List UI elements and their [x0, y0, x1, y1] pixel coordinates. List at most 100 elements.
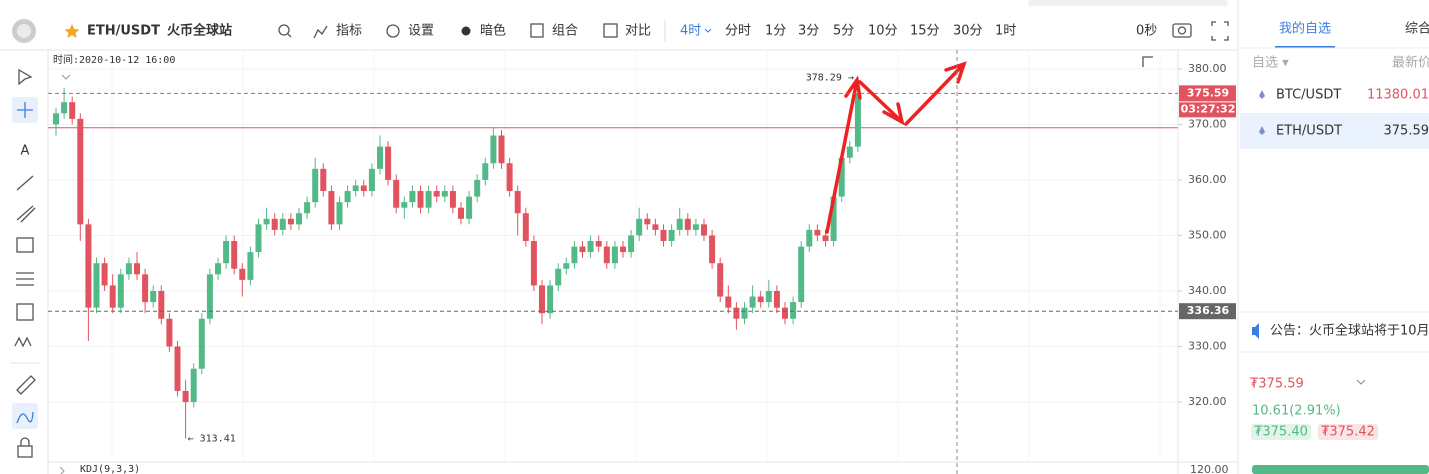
candle-body	[660, 229, 667, 242]
tool-ruler[interactable]	[16, 375, 36, 395]
candle-body	[109, 285, 116, 308]
compare-icon[interactable]	[603, 23, 618, 38]
price-box	[1179, 303, 1236, 320]
toolbar-item[interactable]: 对比	[625, 24, 651, 39]
tool-pointer[interactable]	[18, 68, 33, 86]
period[interactable]: 1分	[765, 24, 786, 39]
candle-body	[401, 202, 408, 208]
toolbar-item[interactable]: 暗色	[480, 23, 506, 39]
candle-body	[765, 290, 772, 303]
candle-body	[328, 191, 335, 225]
toolbar-item[interactable]: 组合	[552, 24, 578, 39]
period-caret	[704, 28, 712, 33]
tool-rect[interactable]	[16, 237, 34, 253]
coin-icon	[1259, 126, 1265, 135]
candle-body	[587, 241, 594, 253]
tool-text-icon[interactable]: A	[21, 144, 30, 159]
candle-body	[287, 218, 294, 225]
candle-body	[490, 135, 497, 164]
search-icon[interactable]	[278, 24, 290, 36]
candle-body	[514, 191, 521, 214]
period[interactable]: 10分	[868, 24, 898, 39]
candle-body	[304, 202, 311, 214]
candle-body	[417, 191, 424, 208]
coin-icon	[1259, 90, 1265, 99]
price-box-label: 375.59	[1187, 86, 1229, 99]
tab[interactable]: 综合	[1405, 22, 1429, 37]
tool-grid[interactable]	[16, 303, 34, 321]
fullscreen-icon[interactable]	[1211, 21, 1229, 41]
y-tick-label: 360.00	[1188, 173, 1227, 186]
tool-crosshair[interactable]	[17, 102, 33, 118]
row-symbol[interactable]: ETH/USDT	[1276, 124, 1342, 139]
toolbar-item[interactable]: 设置	[408, 24, 434, 39]
notice[interactable]: 公告：火币全球站将于10月	[1270, 323, 1429, 339]
period-active[interactable]: 4时	[680, 24, 701, 39]
exchange-name: 火币全球站	[167, 23, 232, 39]
candle-body	[547, 285, 554, 314]
collapse-caret[interactable]	[61, 74, 71, 80]
tool-lock[interactable]	[17, 445, 33, 458]
period[interactable]: 15分	[910, 24, 940, 39]
last-price: ₮375.59	[1250, 377, 1304, 392]
y-tick-label: 320.00	[1188, 395, 1227, 408]
candle-body	[377, 146, 383, 169]
candle-body	[393, 179, 400, 208]
candle-body	[498, 135, 505, 164]
candle-body	[571, 246, 578, 264]
candle-body	[433, 191, 440, 197]
tab-active[interactable]: 我的自选	[1279, 21, 1331, 37]
candle-body	[279, 218, 286, 230]
row-price: 11380.01	[1367, 88, 1429, 103]
buy-button[interactable]	[1252, 465, 1429, 474]
settings-icon[interactable]	[386, 24, 400, 38]
tool-wave[interactable]	[14, 336, 32, 348]
period[interactable]: 5分	[833, 24, 854, 39]
candle-body	[231, 241, 238, 269]
candle-body	[644, 218, 651, 225]
tool-line[interactable]	[16, 175, 34, 191]
screenshot-icon[interactable]	[1172, 23, 1192, 38]
high-label: 378.29 →	[806, 72, 854, 83]
price-caret[interactable]	[1356, 379, 1366, 385]
candle-body	[563, 263, 570, 269]
candle-body	[611, 246, 618, 264]
bid-badge	[1251, 424, 1311, 440]
candle-body	[344, 191, 351, 203]
candle-body	[579, 246, 586, 253]
candle-body	[846, 146, 853, 158]
period[interactable]: 分时	[725, 24, 751, 39]
candle-body	[676, 218, 683, 230]
period[interactable]: 30分	[953, 24, 983, 39]
search-box[interactable]	[1028, 0, 1228, 6]
candle-body	[692, 224, 699, 230]
tool-fib[interactable]	[16, 272, 34, 286]
tool-brush[interactable]	[16, 411, 34, 424]
theme-icon[interactable]	[461, 26, 471, 36]
price-box-label: 336.36	[1187, 304, 1230, 317]
candle-body	[620, 246, 626, 253]
candle-body	[125, 263, 132, 275]
favorite-star[interactable]	[64, 24, 80, 38]
period[interactable]: 3分	[798, 24, 819, 39]
y-tick-label: 380.00	[1188, 62, 1227, 75]
period[interactable]: 1时	[995, 24, 1016, 39]
row-symbol[interactable]: BTC/USDT	[1276, 88, 1341, 103]
candle-body	[239, 268, 246, 280]
candle-body	[134, 263, 140, 275]
row-selected[interactable]	[1240, 113, 1429, 149]
chart-expand[interactable]	[1142, 56, 1158, 67]
candle-body	[522, 213, 529, 242]
pair-name[interactable]: ETH/USDT	[87, 24, 160, 39]
filter[interactable]: 自选 ▾	[1252, 56, 1289, 71]
toolbar-item[interactable]: 指标	[336, 24, 362, 39]
candle-body	[539, 285, 545, 314]
candle-body	[352, 185, 359, 192]
layout-icon[interactable]	[530, 23, 544, 38]
change: 10.61(2.91%)	[1252, 404, 1341, 419]
indicator-icon[interactable]	[313, 25, 328, 39]
candle-body	[733, 307, 740, 319]
tool-parallel[interactable]	[16, 205, 36, 223]
candle-body	[701, 224, 707, 236]
candle-body	[223, 241, 230, 264]
